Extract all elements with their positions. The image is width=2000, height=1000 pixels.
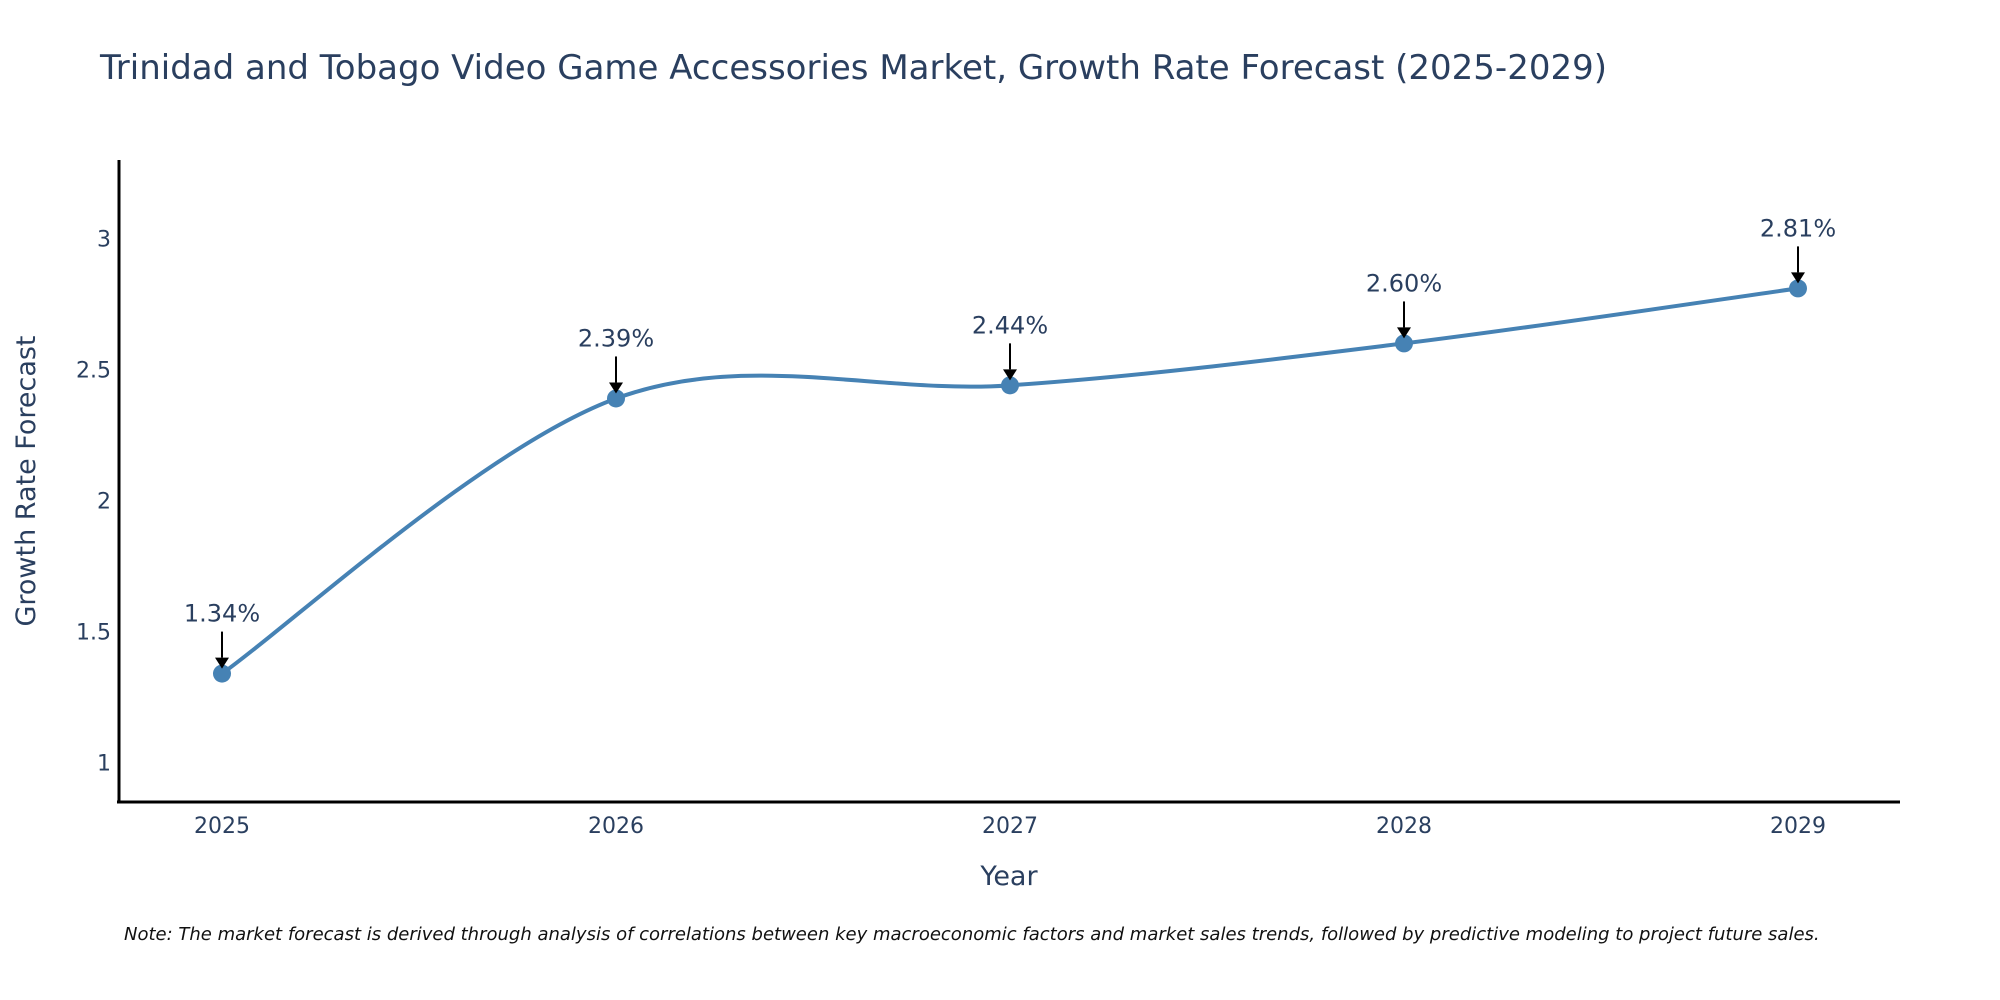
y-tick-label: 3 — [97, 228, 111, 253]
y-tick-label: 2.5 — [76, 359, 111, 384]
x-tick-label: 2025 — [194, 814, 250, 839]
annotation-2026: 2.39% — [578, 324, 654, 394]
annotation-arrow-head — [1003, 369, 1017, 381]
y-axis-ticks: 1 1.5 2 2.5 3 — [76, 228, 111, 777]
growth-rate-line — [220, 286, 1800, 676]
data-point-2025 — [213, 664, 231, 683]
data-point-2026 — [607, 389, 625, 408]
y-tick-label: 1 — [97, 752, 111, 777]
y-tick-label: 2 — [97, 490, 111, 515]
x-tick-label: 2026 — [588, 814, 644, 839]
x-axis-title: Year — [979, 861, 1038, 892]
annotation-arrow-head — [1397, 327, 1411, 339]
data-label-2025: 1.34% — [184, 600, 260, 628]
x-tick-label: 2027 — [982, 814, 1038, 839]
annotation-2028: 2.60% — [1366, 269, 1442, 339]
y-axis-title: Growth Rate Forecast — [11, 335, 42, 626]
data-annotations: 1.34% 2.39% 2.44% 2.60% 2.81% — [184, 214, 1836, 669]
y-tick-label: 1.5 — [76, 621, 111, 646]
annotation-2029: 2.81% — [1760, 214, 1836, 284]
annotation-arrow-head — [609, 382, 623, 394]
x-tick-label: 2029 — [1770, 814, 1826, 839]
chart-title: Trinidad and Tobago Video Game Accessori… — [99, 48, 1607, 88]
data-label-2027: 2.44% — [972, 311, 1048, 339]
x-axis-ticks: 2025 2026 2027 2028 2029 — [194, 814, 1826, 839]
data-points — [213, 279, 1807, 683]
chart-note: Note: The market forecast is derived thr… — [124, 924, 1820, 945]
annotation-2027: 2.44% — [972, 311, 1048, 381]
annotation-arrow-head — [1791, 272, 1805, 284]
data-label-2028: 2.60% — [1366, 269, 1442, 297]
data-point-2028 — [1395, 334, 1413, 353]
data-point-2029 — [1789, 279, 1807, 298]
data-label-2029: 2.81% — [1760, 214, 1836, 242]
x-tick-label: 2028 — [1376, 814, 1432, 839]
annotation-arrow-head — [215, 657, 229, 669]
annotation-2025: 1.34% — [184, 600, 260, 669]
data-label-2026: 2.39% — [578, 324, 654, 352]
data-point-2027 — [1001, 376, 1019, 395]
